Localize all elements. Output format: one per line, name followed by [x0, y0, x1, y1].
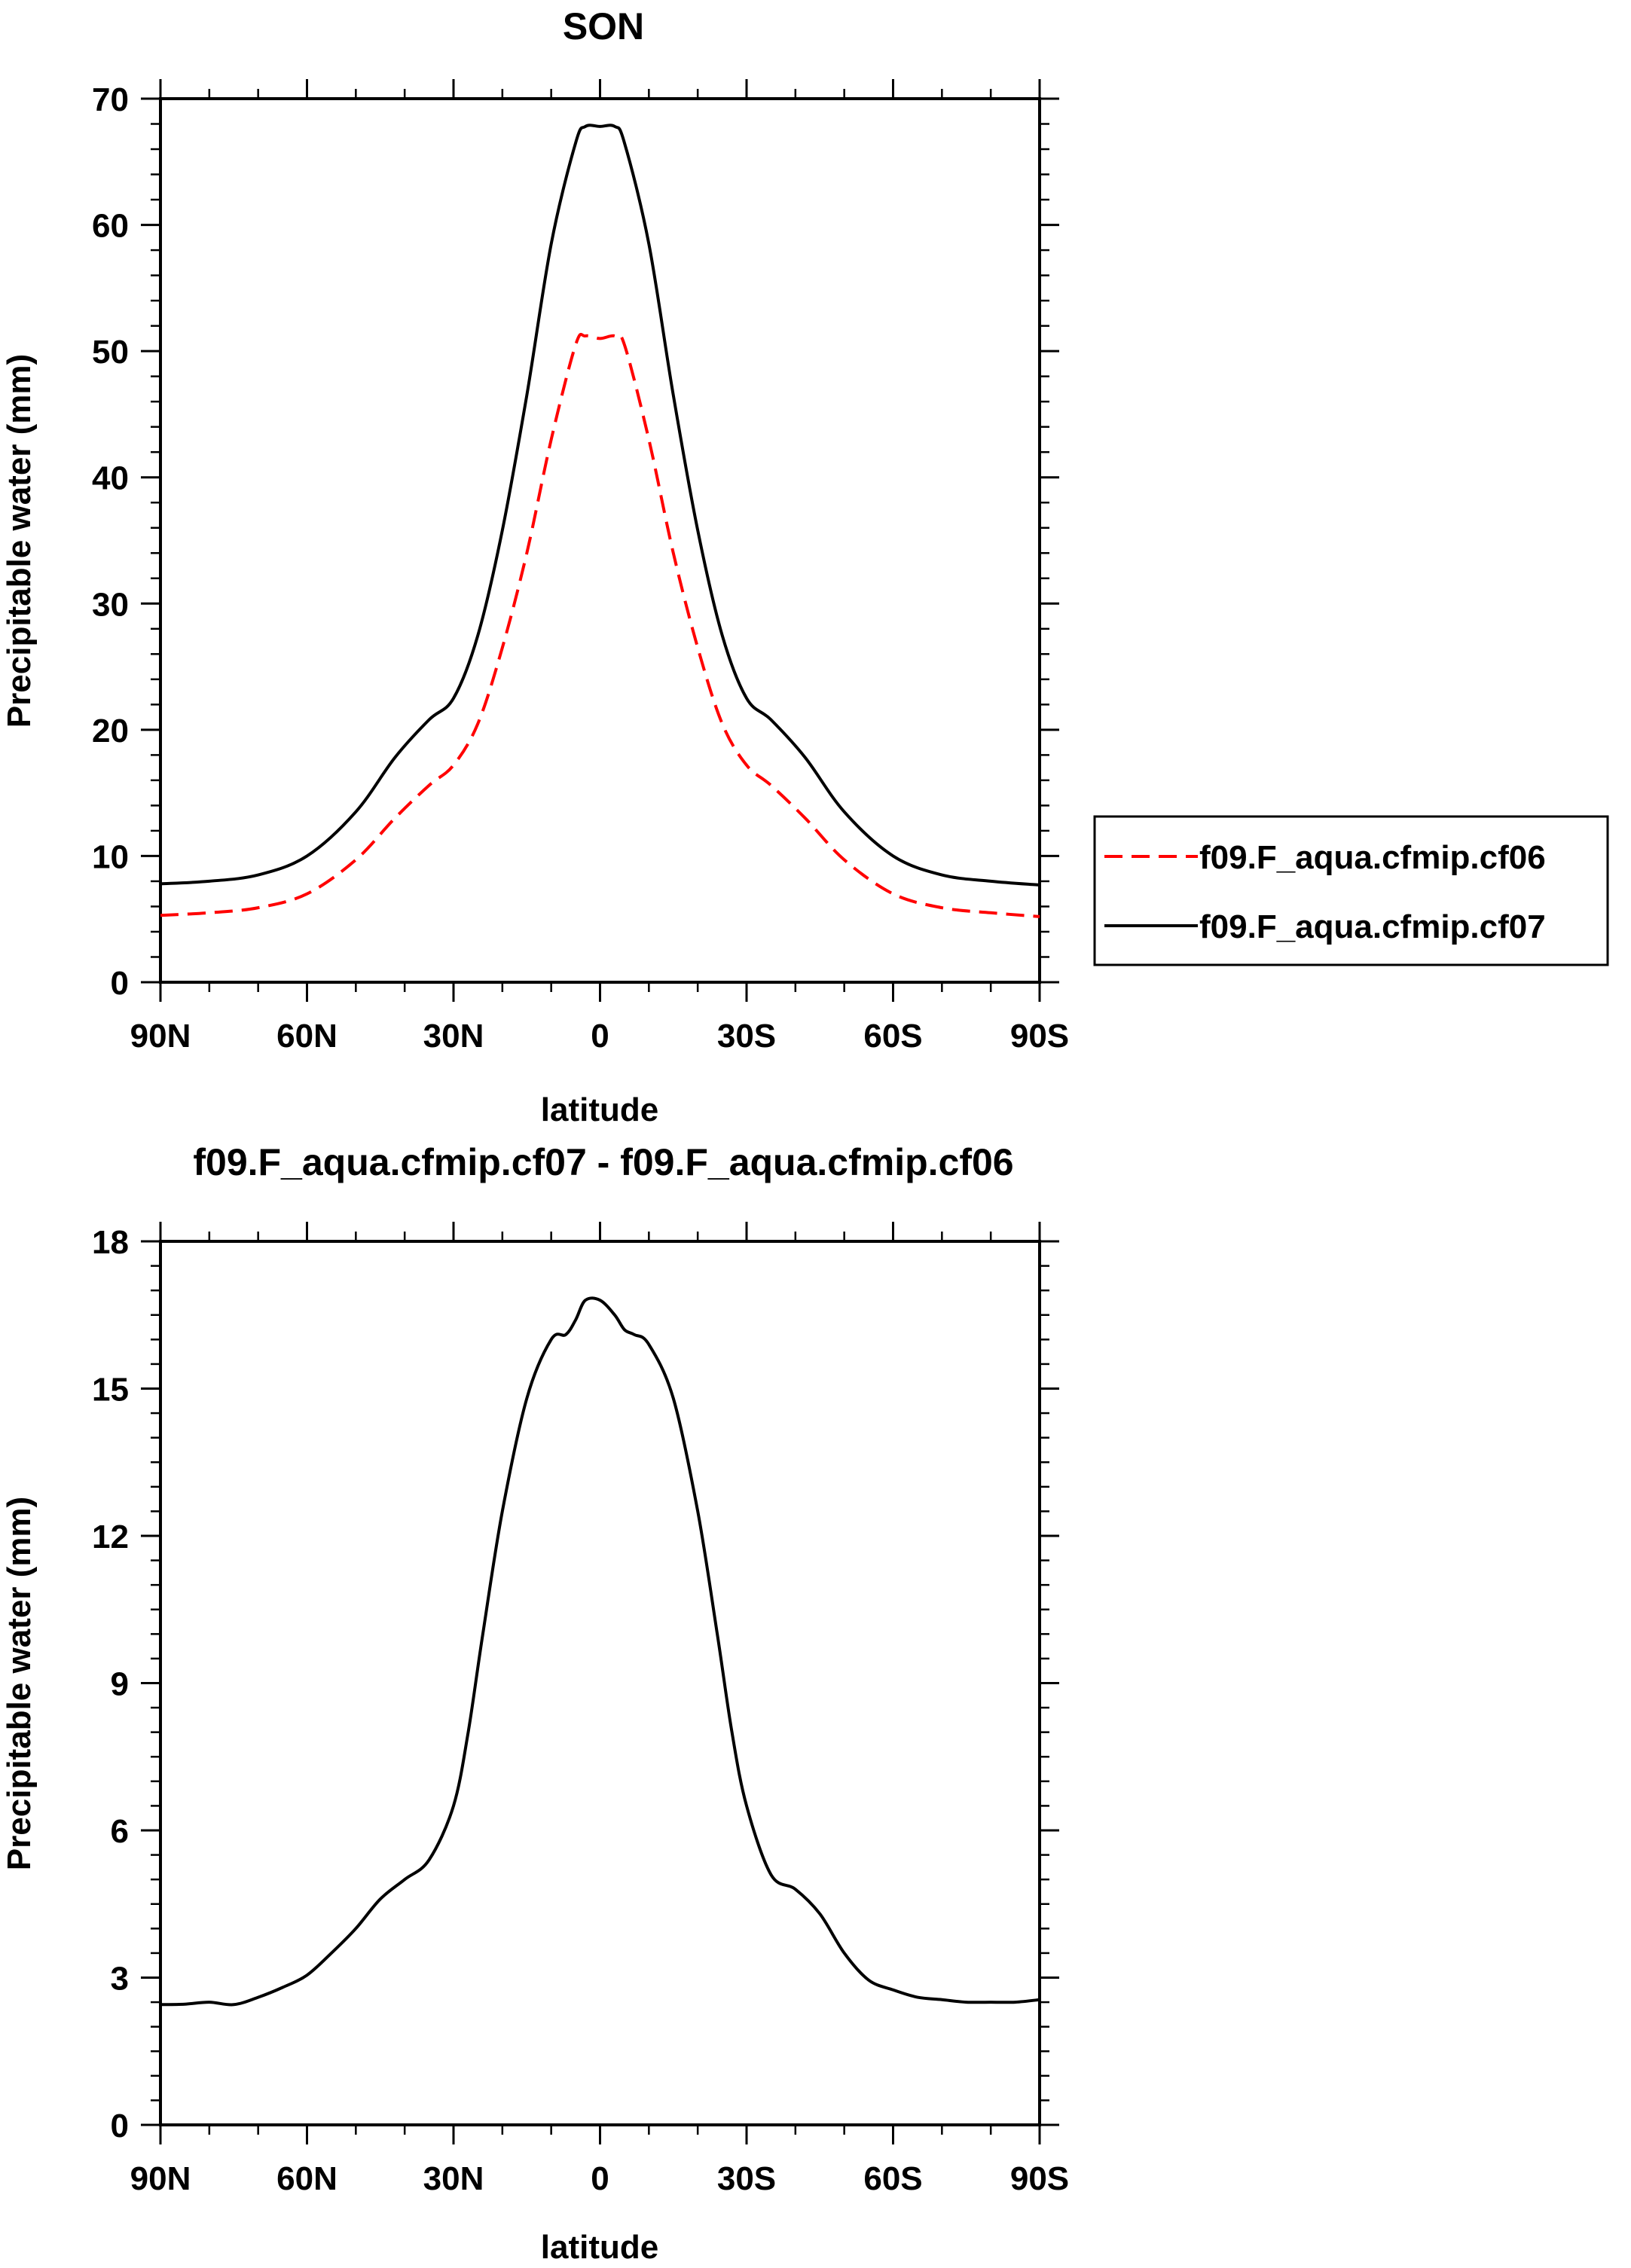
x-tick-label: 30N: [423, 1018, 484, 1055]
y-tick-label: 0: [111, 2108, 129, 2144]
chart-top-title: SON: [563, 5, 644, 47]
y-tick-label: 6: [111, 1813, 129, 1850]
legend-label-cf06: f09.F_aqua.cfmip.cf06: [1199, 839, 1546, 876]
chart-bottom: f09.F_aqua.cfmip.cf07 - f09.F_aqua.cfmip…: [1, 1141, 1069, 2266]
chart-top-ylabel: Precipitable water (mm): [1, 354, 38, 728]
y-tick-label: 12: [92, 1519, 129, 1555]
y-tick-label: 70: [92, 81, 129, 118]
legend-label-cf07: f09.F_aqua.cfmip.cf07: [1199, 908, 1546, 945]
x-tick-label: 0: [591, 1018, 609, 1055]
x-tick-label: 90N: [130, 1018, 191, 1055]
y-tick-label: 0: [111, 965, 129, 1002]
y-tick-label: 50: [92, 334, 129, 371]
chart-bottom-ticks: [141, 1222, 1059, 2144]
chart-bottom-plot-frame: [159, 1240, 1041, 2126]
chart-bottom-tick-labels: 90N 60N 30N 0 30S 60S 90S 0 3 6 9 12 15 18: [92, 1224, 1069, 2197]
chart-bottom-ylabel: Precipitable water (mm): [1, 1497, 38, 1870]
x-tick-label: 60N: [276, 2160, 338, 2197]
chart-top-plot-frame: [159, 97, 1041, 984]
x-tick-label: 30S: [717, 2160, 776, 2197]
series-cf07-line: [160, 124, 1040, 887]
y-tick-label: 18: [92, 1224, 129, 1261]
chart-top: SON 90N 60N 30N 0 30S 60S 90S 0 10 20 30 40 50 60 70 l…: [1, 5, 1609, 1128]
x-tick-label: 60N: [276, 1018, 338, 1055]
y-tick-label: 60: [92, 208, 129, 245]
x-tick-label: 30N: [423, 2160, 484, 2197]
chart-top-tick-labels: 90N 60N 30N 0 30S 60S 90S 0 10 20 30 40 50 60 70: [92, 81, 1069, 1055]
chart-top-ticks: [141, 79, 1059, 1002]
x-tick-label: 90S: [1010, 2160, 1069, 2197]
y-tick-label: 15: [92, 1372, 129, 1409]
y-tick-label: 30: [92, 586, 129, 623]
chart-top-xlabel: latitude: [541, 1091, 658, 1128]
x-tick-label: 60S: [863, 1018, 922, 1055]
series-difference-line: [160, 1296, 1040, 2007]
x-tick-label: 90N: [130, 2160, 191, 2197]
y-tick-label: 3: [111, 1961, 129, 1998]
y-tick-label: 40: [92, 460, 129, 497]
chart-bottom-xlabel: latitude: [541, 2229, 658, 2266]
legend-box: [1093, 815, 1609, 966]
x-tick-label: 60S: [863, 2160, 922, 2197]
series-cf06-line: [160, 332, 1040, 918]
y-tick-label: 10: [92, 838, 129, 875]
x-tick-label: 90S: [1010, 1018, 1069, 1055]
legend: f09.F_aqua.cfmip.cf06 f09.F_aqua.cfmip.c…: [1093, 815, 1609, 966]
y-tick-label: 9: [111, 1666, 129, 1703]
x-tick-label: 0: [591, 2160, 609, 2197]
y-tick-label: 20: [92, 713, 129, 749]
chart-bottom-title: f09.F_aqua.cfmip.cf07 - f09.F_aqua.cfmip…: [193, 1141, 1013, 1183]
x-tick-label: 30S: [717, 1018, 776, 1055]
